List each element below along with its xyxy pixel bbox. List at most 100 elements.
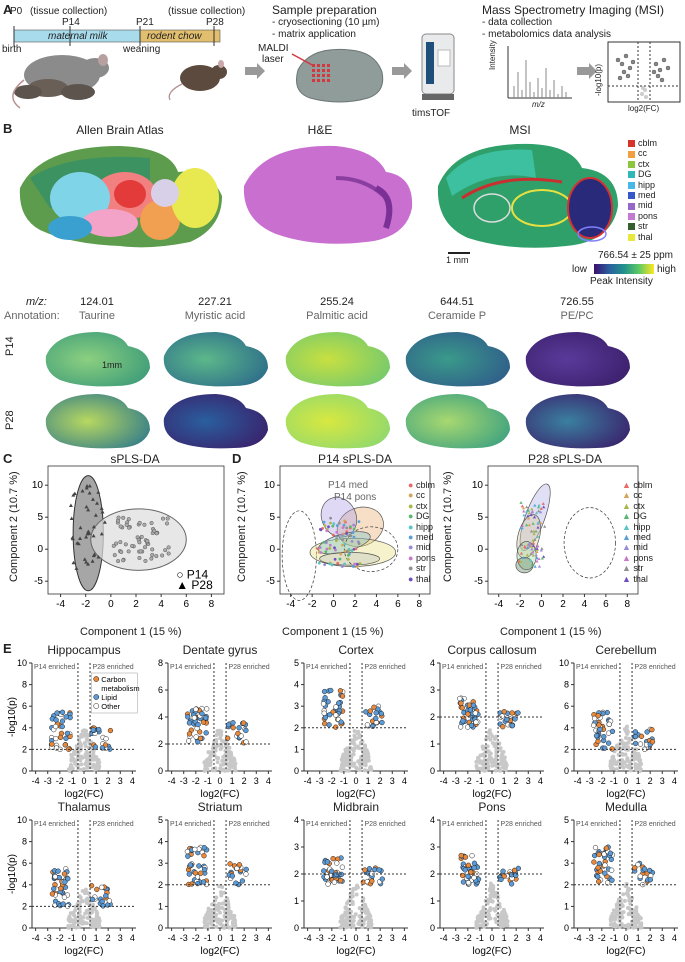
panel-label-c: C	[3, 451, 13, 466]
volcano-bg-point	[639, 922, 644, 927]
p14-point	[118, 524, 123, 529]
d-xtick: 0	[331, 599, 337, 610]
volcano-sig-point	[203, 730, 209, 736]
volcano-bg-point	[475, 919, 480, 924]
metabolite-mz: 726.55	[560, 296, 594, 308]
volcano-ytick: 4	[22, 880, 27, 890]
d-xtick: 6	[603, 599, 609, 610]
volcano-sig-point	[649, 727, 655, 733]
volcano-sig-point	[234, 865, 240, 872]
region-point	[539, 521, 543, 525]
volcano-ytick: 2	[22, 744, 27, 754]
volcano-xtick: -1	[610, 933, 618, 943]
p14-point	[116, 515, 121, 520]
volcano-bg-point	[77, 906, 82, 911]
volcano-bg-point	[352, 761, 357, 766]
volcano-bg-point	[618, 764, 623, 769]
volcano-bg-point	[494, 747, 499, 752]
volcano-bg-point	[360, 924, 365, 929]
d-legend-item: ● mid	[408, 542, 435, 552]
volcano-bg-point	[625, 892, 630, 897]
d-legend-item: ▲ str	[622, 563, 653, 573]
volcano-sig-point	[339, 693, 346, 699]
volcano-sig-point	[49, 741, 55, 747]
volcano-bg-point	[357, 906, 362, 911]
volcano-bg-point	[623, 924, 628, 929]
volcano-ytick: 8	[22, 680, 27, 690]
volcano-bg-point	[343, 905, 348, 910]
region-point	[537, 505, 541, 509]
d-legend-item: ▲ thal	[622, 574, 653, 584]
metabolite-name: Ceramide P	[427, 310, 487, 322]
region-point	[534, 553, 538, 557]
d-legend-item: ● cblm	[408, 480, 435, 490]
volcano-xtick: -2	[328, 933, 336, 943]
p14-point	[137, 540, 142, 545]
p14-enriched: P14 enriched	[306, 664, 347, 671]
p14-point	[123, 542, 128, 547]
c-ytick: 10	[32, 480, 44, 491]
volcano-bg-point	[486, 757, 491, 762]
legend-swatch	[628, 140, 635, 148]
volcano-sig-point	[603, 845, 610, 851]
region-point	[345, 532, 348, 535]
region-point	[346, 549, 349, 553]
volcano-sig-point	[328, 687, 334, 694]
volcano-sig-point	[236, 862, 243, 868]
volcano-sig-point	[192, 846, 198, 853]
volcano-sig-point	[472, 710, 478, 716]
volcano-sig-point	[64, 730, 70, 737]
pup-mouse-3	[14, 85, 42, 99]
d-legend-item: ▲ cc	[622, 490, 653, 500]
volcano-bg-point	[354, 765, 359, 770]
region-point	[532, 532, 536, 536]
volcano-ytick: 10	[559, 658, 569, 668]
volcano-bg-point	[340, 916, 345, 921]
volcano-ytick: 1	[294, 896, 299, 906]
volcano-ytick: 8	[158, 658, 163, 668]
volcano-sig-point	[201, 853, 207, 859]
volcano-bg-point	[490, 763, 495, 768]
volcano-bg-point	[68, 765, 73, 770]
volcano-bg-point	[618, 905, 623, 910]
volcano-xtick: -4	[574, 776, 582, 786]
volcano-bg-point	[95, 910, 100, 915]
region-point	[336, 561, 340, 565]
p28-enriched: P28 enriched	[364, 664, 405, 671]
volcano-sig-point	[333, 724, 339, 730]
volcano-sig-point	[471, 860, 478, 866]
region-point	[522, 513, 526, 517]
legend-marker: ●	[408, 563, 416, 574]
legend-swatch	[628, 192, 635, 200]
volcano-bg-point	[344, 925, 349, 930]
volcano-bg-point	[220, 906, 225, 911]
p14-splsda-plot: -4 -2 0 2 4 6 8 -5 0 5 10	[264, 465, 431, 610]
pup-mouse-2	[61, 84, 95, 100]
volcano-bg-point	[210, 902, 215, 907]
volcano-bg-point	[620, 758, 625, 763]
metabolite-mz: 255.24	[320, 296, 354, 308]
volcano-bg-point	[486, 912, 491, 917]
metabolite-name: PE/PC	[560, 310, 594, 322]
p14-point	[145, 538, 150, 543]
volcano-ytick: 2	[294, 869, 299, 879]
volcano-bg-point	[78, 895, 83, 900]
d1-xlabel: Component 1 (15 %)	[282, 626, 384, 638]
volcano-xtick: -4	[32, 776, 40, 786]
volcano-bg-point	[222, 890, 227, 895]
d-legend-item: ● thal	[408, 574, 435, 584]
region-point	[526, 508, 531, 512]
d-xtick: 8	[417, 599, 423, 610]
volcano-bg-point	[338, 925, 343, 930]
msi-scale-label: 1 mm	[446, 255, 469, 265]
volcano-sig-point	[468, 869, 474, 875]
volcano-bg-point	[215, 728, 220, 733]
legend-label: med	[415, 532, 434, 543]
p14-point	[137, 520, 142, 525]
volcano-bg-point	[220, 901, 225, 906]
region-point	[357, 520, 361, 524]
volcano-bg-point	[204, 916, 209, 921]
volcano-sig-point	[512, 716, 518, 722]
